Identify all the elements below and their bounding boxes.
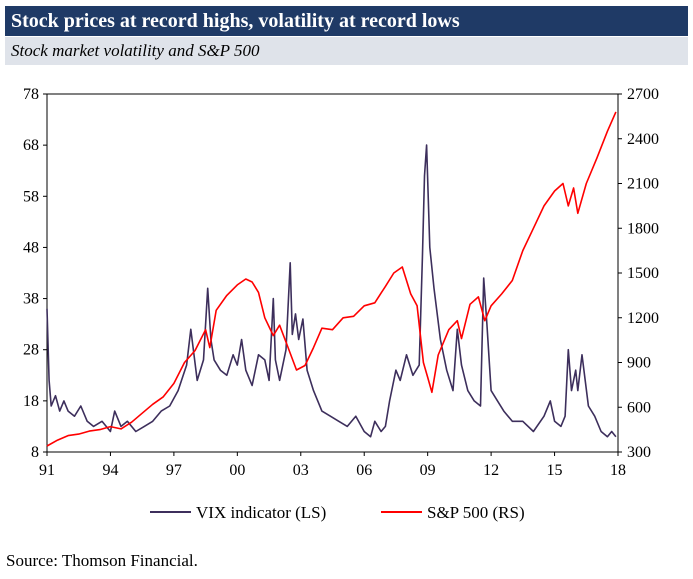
right-tick-label: 2700 <box>627 86 659 103</box>
right-tick-label: 300 <box>627 444 651 461</box>
x-tick-label: 15 <box>547 462 563 479</box>
left-tick-label: 8 <box>31 444 39 461</box>
left-tick-label: 28 <box>23 342 39 359</box>
right-tick-label: 1800 <box>627 220 659 237</box>
right-axis: 2700 2400 2100 1800 1500 1200 900 600 300 <box>618 86 659 461</box>
x-tick-label: 03 <box>293 462 309 479</box>
x-tick-label: 18 <box>610 462 626 479</box>
x-tick-label: 91 <box>39 462 55 479</box>
legend-sp500-label: S&P 500 (RS) <box>427 503 525 522</box>
x-tick-label: 09 <box>420 462 436 479</box>
chart-title: Stock prices at record highs, volatility… <box>5 6 688 36</box>
left-tick-label: 78 <box>23 86 39 103</box>
chart-subtitle: Stock market volatility and S&P 500 <box>5 37 688 65</box>
x-tick-label: 97 <box>166 462 182 479</box>
series-layer <box>46 111 617 447</box>
left-tick-label: 18 <box>23 393 39 410</box>
right-tick-label: 900 <box>627 355 651 372</box>
source-note: Source: Thomson Financial. <box>6 551 198 570</box>
x-tick-label: 06 <box>356 462 372 479</box>
left-axis: 78 68 58 48 38 28 18 8 <box>23 86 47 461</box>
left-tick-label: 58 <box>23 188 39 205</box>
vix-line <box>46 144 617 438</box>
left-tick-label: 48 <box>23 239 39 256</box>
right-tick-label: 1200 <box>627 310 659 327</box>
right-tick-label: 2400 <box>627 131 659 148</box>
plot-area <box>46 93 619 453</box>
right-tick-label: 1500 <box>627 265 659 282</box>
left-tick-label: 38 <box>23 291 39 308</box>
right-tick-label: 600 <box>627 399 651 416</box>
x-tick-label: 12 <box>483 462 499 479</box>
legend-vix-label: VIX indicator (LS) <box>196 503 326 522</box>
left-tick-label: 68 <box>23 137 39 154</box>
x-tick-label: 00 <box>229 462 245 479</box>
sp500-line <box>46 111 617 447</box>
x-axis: 91 94 97 00 03 06 09 12 15 18 <box>39 452 626 479</box>
right-tick-label: 2100 <box>627 176 659 193</box>
legend: VIX indicator (LS) S&P 500 (RS) <box>150 503 525 522</box>
x-tick-label: 94 <box>102 462 118 479</box>
